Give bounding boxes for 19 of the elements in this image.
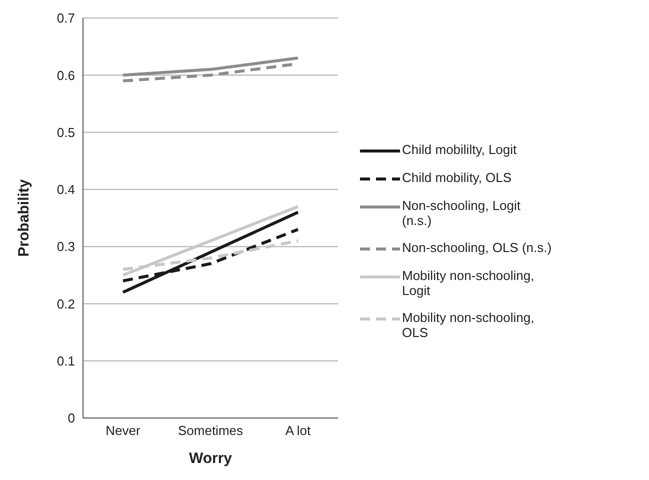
y-axis-title: Probability — [15, 178, 32, 257]
x-tick-label: Sometimes — [178, 423, 244, 438]
legend-label: Non-schooling, OLS (n.s.) — [402, 240, 552, 254]
y-tick-label: 0.5 — [56, 124, 75, 140]
y-tick-label: 0.1 — [56, 353, 75, 368]
y-tick-label: 0.7 — [56, 10, 75, 26]
y-tick-label: 0.6 — [56, 68, 75, 83]
legend-label: Non-schooling, Logit (n.s.) — [402, 198, 522, 228]
legend-label: Mobility non-schooling, OLS — [402, 310, 536, 340]
x-axis-title: Worry — [188, 450, 233, 467]
x-tick-label: A lot — [285, 423, 312, 438]
y-tick-label: 0.2 — [56, 296, 75, 312]
x-tick-label: Never — [106, 423, 142, 438]
y-tick-label: 0.4 — [56, 182, 75, 198]
y-tick-label: 0 — [68, 410, 75, 426]
y-tick-label: 0.3 — [56, 239, 75, 254]
legend-label: Mobility non-schooling, Logit — [402, 268, 536, 298]
legend-label: Child mobililty, Logit — [402, 142, 518, 156]
legend-label: Child mobility, OLS — [402, 170, 513, 184]
